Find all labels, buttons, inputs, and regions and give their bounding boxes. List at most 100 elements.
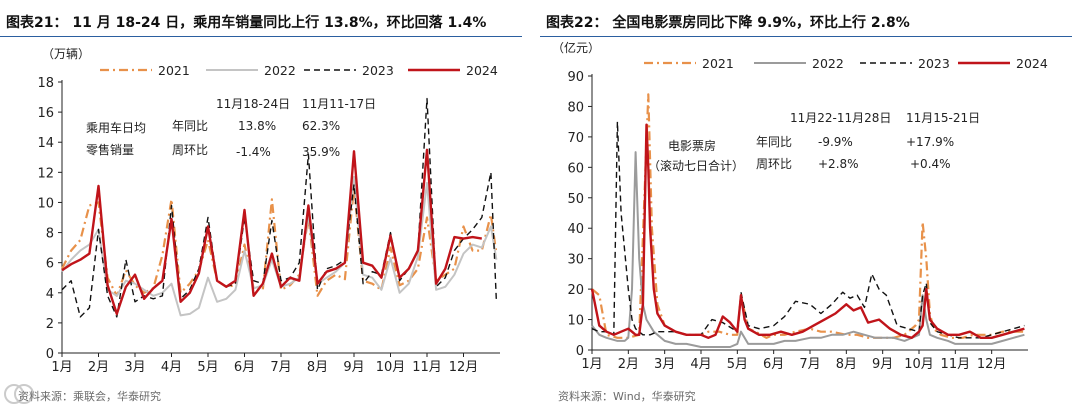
x-tick-label: 10月: [904, 357, 934, 372]
source-note: 资料来源：Wind，华泰研究: [558, 390, 696, 403]
x-tick-label: 6月: [763, 357, 784, 372]
anno-row2-v2: 35.9%: [302, 145, 340, 159]
y-tick-label: 14: [37, 136, 54, 151]
y-tick-label: 0: [46, 347, 54, 362]
legend-label-2021: 2021: [158, 63, 190, 78]
y-tick-label: 0: [576, 344, 584, 359]
x-tick-label: 3月: [124, 360, 145, 375]
y-tick-label: 18: [37, 76, 54, 91]
legend-label-2022: 2022: [812, 56, 844, 71]
y-tick-label: 16: [37, 106, 54, 121]
legend-label-2023: 2023: [362, 63, 394, 78]
x-tick-label: 5月: [727, 357, 748, 372]
anno-label-1: 乘用车日均: [86, 120, 146, 135]
legend-label-2024: 2024: [1016, 56, 1048, 71]
anno-row2-label: 周环比: [172, 143, 208, 157]
anno-row2-label: 周环比: [756, 157, 792, 171]
title-rule: [540, 36, 1072, 37]
unit-label: （亿元）: [552, 40, 600, 55]
x-tick-label: 3月: [654, 357, 675, 372]
anno-row1-v2: +17.9%: [906, 135, 954, 149]
watermark-logo: [4, 384, 34, 404]
anno-period-1: 11月22-11月28日: [790, 111, 891, 125]
anno-period-2: 11月15-21日: [906, 111, 980, 125]
y-tick-label: 90: [567, 70, 584, 85]
left-panel: 图表21： 11 月 18-24 日，乘用车销量同比上行 13.8%，环比回落 …: [0, 0, 530, 411]
x-tick-label: 12月: [449, 360, 479, 375]
series-line-2023: [61, 97, 498, 318]
y-tick-label: 60: [567, 161, 584, 176]
anno-label-1: 电影票房: [668, 138, 716, 153]
anno-row1-v1: 13.8%: [238, 119, 276, 133]
series-line-2024: [61, 148, 482, 316]
y-tick-label: 80: [567, 100, 584, 115]
y-tick-label: 70: [567, 131, 584, 146]
x-tick-label: 2月: [618, 357, 639, 372]
x-tick-label: 7月: [799, 357, 820, 372]
y-tick-label: 6: [46, 257, 54, 272]
anno-row2-v1: +2.8%: [818, 157, 859, 171]
y-tick-label: 40: [567, 222, 584, 237]
x-tick-label: 9月: [343, 360, 364, 375]
legend-label-2021: 2021: [702, 56, 734, 71]
x-tick-label: 8月: [836, 357, 857, 372]
anno-label-2: （滚动七日合计）: [648, 158, 744, 173]
x-tick-label: 12月: [977, 357, 1007, 372]
legend: 2021 2022 2023 2024: [644, 56, 1048, 71]
legend-label-2022: 2022: [264, 63, 296, 78]
series-line-2024: [590, 123, 1025, 339]
x-tick-label: 10月: [376, 360, 406, 375]
anno-period-2: 11月11-17日: [302, 97, 376, 111]
x-tick-label: 8月: [307, 360, 328, 375]
y-tick-label: 8: [46, 227, 54, 242]
legend-label-2023: 2023: [918, 56, 950, 71]
series-lines: [61, 97, 498, 318]
series-line-2023: [591, 120, 1025, 339]
anno-row1-label: 年同比: [756, 135, 792, 149]
y-tick-label: 12: [37, 166, 54, 181]
unit-label: （万辆）: [42, 47, 90, 61]
x-tick-label: 5月: [197, 360, 218, 375]
y-tick-label: 50: [567, 192, 584, 207]
annotation-block: 11月18-24日 11月11-17日 乘用车日均 零售销量 年同比 13.8%…: [86, 97, 376, 159]
chart-title: 图表22： 全国电影票房同比下降 9.9%，环比上行 2.8%: [546, 15, 910, 31]
series-line-2021: [591, 93, 1025, 339]
series-line-2022: [591, 151, 1025, 348]
y-tick-label: 2: [46, 317, 54, 332]
series-line-2021: [61, 186, 498, 297]
anno-row2-v2: +0.4%: [910, 157, 951, 171]
anno-label-2: 零售销量: [86, 142, 134, 157]
anno-row1-v2: 62.3%: [302, 119, 340, 133]
x-tick-label: 11月: [941, 357, 971, 372]
x-tick-label: 1月: [51, 360, 72, 375]
x-tick-label: 11月: [412, 360, 442, 375]
anno-period-1: 11月18-24日: [216, 97, 290, 111]
y-tick-label: 10: [567, 314, 584, 329]
box-office-chart: 0 10 20 30 40 50 60 70 80 90 1月 2月 3月 4月 5月 6月 7月 8月 9月 10月…: [552, 40, 1048, 372]
legend: 2021 2022 2023 2024: [100, 63, 498, 78]
y-tick-label: 4: [46, 287, 54, 302]
anno-row1-label: 年同比: [172, 119, 208, 133]
x-tick-label: 7月: [270, 360, 291, 375]
x-tick-label: 4月: [690, 357, 711, 372]
x-tick-label: 4月: [161, 360, 182, 375]
annotation-block: 11月22-11月28日 11月15-21日 电影票房 （滚动七日合计） 年同比…: [648, 111, 980, 173]
title-rule: [0, 36, 522, 37]
y-tick-label: 30: [567, 253, 584, 268]
x-tick-label: 9月: [872, 357, 893, 372]
series-lines: [590, 93, 1025, 348]
legend-label-2024: 2024: [466, 63, 498, 78]
x-tick-label: 2月: [88, 360, 109, 375]
x-tick-label: 6月: [234, 360, 255, 375]
axes: 0 10 20 30 40 50 60 70 80 90 1月 2月 3月 4月 5月 6月 7月 8月 9月 10月…: [567, 70, 1028, 372]
x-tick-label: 1月: [581, 357, 602, 372]
right-panel: 图表22： 全国电影票房同比下降 9.9%，环比上行 2.8% 0 10 20 30 4…: [540, 0, 1080, 411]
source-note: 资料来源：乘联会，华泰研究: [18, 390, 161, 403]
anno-row1-v1: -9.9%: [818, 135, 853, 149]
y-tick-label: 20: [567, 283, 584, 298]
anno-row2-v1: -1.4%: [236, 145, 271, 159]
y-tick-label: 10: [37, 196, 54, 211]
chart-title: 图表21： 11 月 18-24 日，乘用车销量同比上行 13.8%，环比回落 …: [6, 15, 487, 31]
